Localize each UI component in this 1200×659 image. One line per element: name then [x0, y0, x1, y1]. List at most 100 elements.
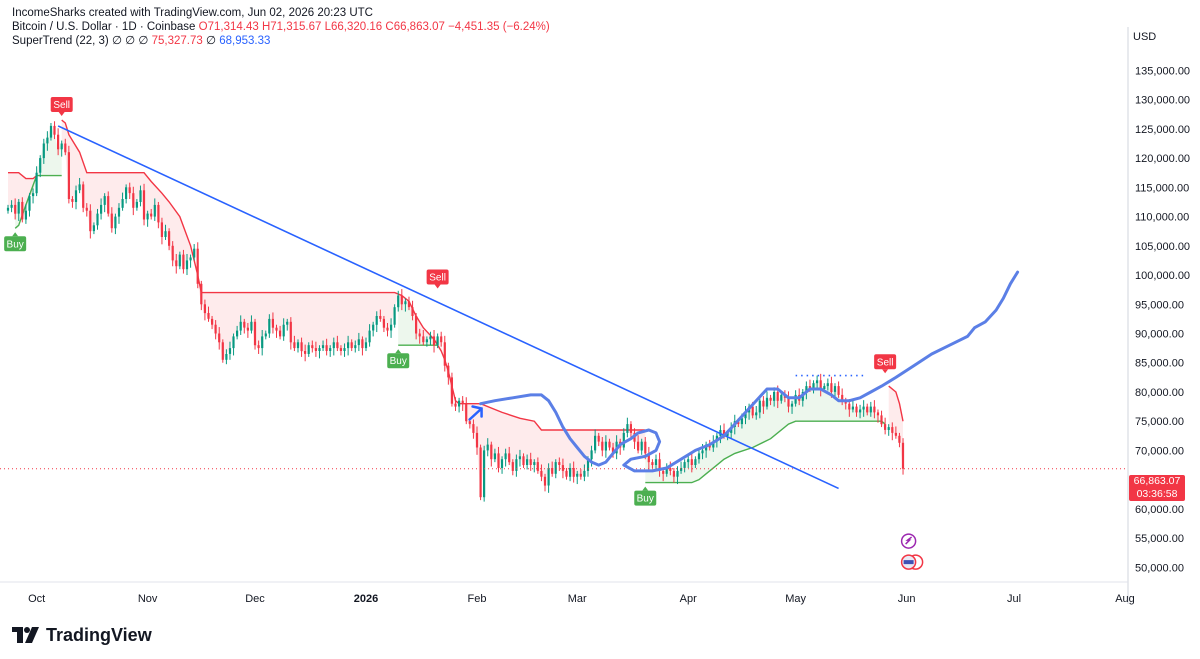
candle-body — [211, 318, 214, 325]
time-tick-label: Dec — [245, 593, 265, 605]
candle-body — [60, 143, 63, 150]
supertrend-up-fill — [15, 172, 37, 229]
candle-body — [901, 442, 905, 469]
price-tick-label: 130,000.00 — [1135, 95, 1190, 107]
candle-body — [680, 468, 683, 471]
candle-body — [425, 339, 428, 343]
candle-body — [64, 143, 67, 153]
projection-path — [479, 270, 1020, 473]
candle-body — [608, 441, 611, 448]
candle-body — [214, 324, 217, 334]
supertrend-down-line — [888, 385, 904, 422]
candle-body — [855, 406, 858, 413]
candle-body — [17, 201, 20, 214]
candle-body — [561, 465, 564, 471]
candle-body — [869, 406, 872, 413]
candle-body — [479, 447, 482, 498]
symbol-line[interactable]: Bitcoin / U.S. Dollar · 1D · Coinbase O7… — [12, 20, 550, 34]
price-tick-label: 75,000.00 — [1135, 416, 1184, 428]
price-tick-label: 95,000.00 — [1135, 299, 1184, 311]
symbol-label: Bitcoin / U.S. Dollar · 1D · Coinbase — [12, 21, 196, 33]
candle-body — [447, 365, 450, 378]
time-tick-label: 2026 — [354, 593, 378, 605]
tradingview-logo-icon — [12, 627, 39, 643]
candle-body — [422, 336, 425, 343]
signal-pointer — [434, 284, 441, 289]
candle-body — [168, 231, 171, 246]
candle-body — [10, 204, 13, 208]
signal-label: Sell — [429, 272, 446, 283]
candle-body — [662, 470, 665, 474]
candle-body — [690, 459, 693, 465]
signal-label: Sell — [53, 100, 70, 111]
candle-body — [21, 201, 24, 220]
candle-body — [898, 435, 901, 443]
candle-body — [765, 397, 769, 407]
candle-body — [701, 450, 704, 454]
candle-body — [14, 204, 17, 214]
candle-body — [597, 435, 600, 442]
candle-body — [540, 470, 543, 477]
candle-body — [576, 473, 579, 477]
candle-body — [325, 345, 328, 351]
price-tick-label: 135,000.00 — [1135, 65, 1190, 77]
candle-body — [289, 321, 292, 343]
candle-body — [28, 196, 31, 211]
candle-body — [157, 204, 160, 223]
candle-body — [418, 333, 421, 337]
candle-body — [830, 383, 833, 392]
signal-badge — [634, 490, 657, 506]
candle-body — [826, 383, 829, 387]
signal-badge — [426, 269, 449, 285]
candle-body — [884, 424, 887, 430]
currency-label[interactable]: USD — [1133, 31, 1157, 43]
candle-body — [737, 421, 740, 425]
candle-body — [357, 339, 360, 346]
candle-body — [243, 321, 246, 328]
candle-body — [683, 462, 686, 468]
candle-body — [135, 201, 138, 208]
sell-signal: Sell — [50, 97, 73, 117]
flag-stripe — [903, 560, 914, 565]
candle-body — [629, 424, 632, 433]
candle-body — [565, 470, 568, 477]
candle-body — [250, 321, 253, 331]
candle-body — [647, 453, 650, 463]
candle-body — [604, 441, 607, 451]
candle-body — [171, 245, 174, 261]
candle-body — [393, 307, 396, 325]
candle-body — [443, 342, 446, 366]
candle-body — [390, 324, 393, 331]
tradingview-logo[interactable]: TradingView — [12, 624, 152, 646]
price-tick-label: 90,000.00 — [1135, 329, 1184, 341]
buy-signal: Buy — [4, 232, 27, 252]
indicator-label: SuperTrend (22, 3) — [12, 35, 109, 47]
candle-body — [533, 462, 536, 465]
candle-body — [569, 468, 572, 477]
candle-body — [125, 187, 128, 199]
candle-body — [329, 348, 332, 351]
candle-body — [833, 386, 837, 392]
signal-badge — [4, 236, 27, 252]
candle-body — [139, 190, 142, 202]
candle-body — [601, 441, 604, 451]
time-tick-label: Oct — [28, 593, 45, 605]
candle-body — [404, 301, 407, 305]
candle-body — [432, 336, 436, 346]
time-tick-label: Mar — [568, 593, 587, 605]
indicator-down-value: 68,953.33 — [219, 35, 271, 47]
signal-badge — [50, 97, 73, 113]
spark-icon — [900, 533, 917, 549]
candle-body — [415, 316, 418, 334]
candle-body — [751, 406, 754, 416]
candle-body — [816, 380, 819, 384]
last-price: 66,863.07 — [1133, 475, 1181, 487]
candle-body — [85, 207, 88, 211]
candle-body — [372, 324, 375, 331]
candle-body — [300, 342, 303, 352]
indicator-line[interactable]: SuperTrend (22, 3) ∅ ∅ ∅ 75,327.73 ∅ 68,… — [12, 34, 550, 48]
signal-pointer — [882, 369, 889, 374]
spark-icon-bolt — [905, 536, 913, 545]
candle-body — [361, 339, 364, 349]
